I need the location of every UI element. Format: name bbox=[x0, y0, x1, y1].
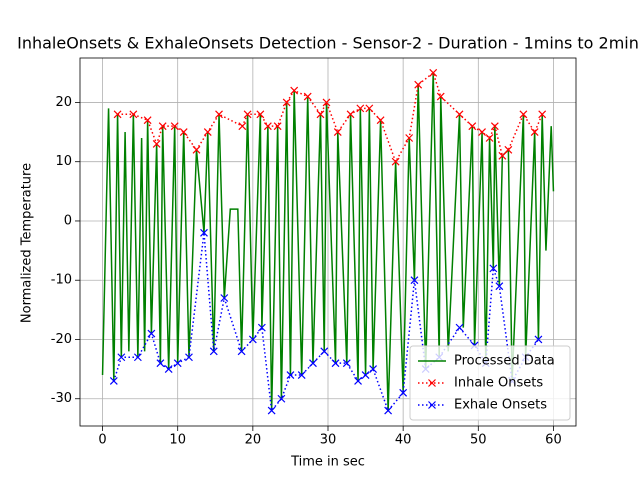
marker bbox=[534, 335, 543, 344]
chart-title: InhaleOnsets & ExhaleOnsets Detection - … bbox=[17, 34, 639, 53]
marker bbox=[495, 282, 504, 291]
y-tick-label: 10 bbox=[55, 154, 72, 169]
legend-box bbox=[409, 345, 571, 421]
marker bbox=[405, 134, 414, 142]
marker bbox=[414, 80, 423, 89]
marker bbox=[238, 122, 247, 131]
marker bbox=[399, 388, 408, 397]
marker bbox=[290, 86, 299, 95]
marker bbox=[192, 145, 201, 154]
y-axis-label: Normalized Temperature bbox=[20, 163, 35, 323]
y-tick-label: 0 bbox=[64, 213, 72, 228]
marker bbox=[156, 359, 165, 368]
marker bbox=[346, 110, 355, 119]
marker bbox=[109, 377, 118, 385]
marker bbox=[436, 92, 445, 101]
x-axis-label: Time in sec bbox=[290, 455, 365, 470]
marker bbox=[158, 122, 167, 131]
marker bbox=[369, 365, 378, 374]
marker bbox=[356, 104, 365, 113]
marker bbox=[504, 145, 513, 154]
marker bbox=[365, 104, 374, 113]
series-line bbox=[117, 71, 543, 164]
marker bbox=[429, 68, 438, 77]
marker bbox=[277, 394, 286, 403]
marker bbox=[185, 353, 193, 362]
marker bbox=[256, 110, 265, 119]
marker bbox=[129, 110, 138, 119]
marker bbox=[384, 406, 393, 415]
marker bbox=[248, 335, 257, 344]
x-tick-label: 20 bbox=[245, 433, 262, 448]
marker bbox=[485, 134, 494, 142]
marker bbox=[490, 122, 499, 131]
legend: Processed Data Inhale Onsets Exhale Onsets bbox=[409, 345, 571, 421]
marker bbox=[147, 329, 156, 338]
marker bbox=[152, 140, 161, 148]
marker bbox=[243, 110, 252, 119]
marker bbox=[286, 371, 295, 379]
plot-frame bbox=[79, 57, 577, 427]
y-tick-label: -20 bbox=[51, 332, 72, 347]
marker bbox=[468, 122, 477, 131]
marker bbox=[297, 371, 306, 379]
x-tick-label: 30 bbox=[320, 433, 337, 448]
marker bbox=[200, 228, 208, 237]
marker bbox=[478, 128, 486, 136]
marker bbox=[282, 98, 291, 107]
marker bbox=[209, 347, 218, 356]
x-tick-label: 60 bbox=[545, 433, 562, 448]
marker bbox=[410, 276, 419, 285]
marker bbox=[331, 359, 340, 368]
marker bbox=[455, 323, 464, 332]
marker bbox=[179, 128, 188, 136]
marker bbox=[361, 371, 370, 379]
x-tick-label: 0 bbox=[98, 433, 106, 448]
x-tick-label: 40 bbox=[395, 433, 412, 448]
marker bbox=[203, 128, 212, 136]
marker bbox=[376, 116, 385, 125]
marker bbox=[428, 401, 436, 409]
marker bbox=[257, 323, 266, 332]
marker bbox=[309, 359, 317, 368]
x-tick-label: 50 bbox=[470, 433, 487, 448]
marker bbox=[237, 347, 246, 356]
legend-label: Exhale Onsets bbox=[454, 398, 547, 413]
marker bbox=[117, 353, 126, 362]
marker bbox=[173, 359, 182, 368]
marker bbox=[391, 157, 400, 166]
marker bbox=[303, 92, 312, 101]
marker bbox=[498, 151, 507, 160]
marker bbox=[342, 359, 351, 368]
marker bbox=[164, 365, 173, 374]
marker bbox=[428, 379, 436, 387]
marker bbox=[455, 110, 464, 119]
marker bbox=[215, 110, 223, 119]
marker bbox=[220, 294, 229, 302]
marker bbox=[322, 98, 331, 107]
x-tick-label: 10 bbox=[169, 433, 186, 448]
marker bbox=[143, 116, 152, 125]
y-tick-label: -30 bbox=[51, 391, 72, 406]
marker bbox=[320, 347, 329, 356]
marker bbox=[170, 122, 179, 131]
marker bbox=[354, 377, 362, 385]
y-tick-label: 20 bbox=[55, 95, 72, 110]
marker bbox=[489, 264, 498, 273]
marker bbox=[316, 110, 325, 119]
marker bbox=[113, 110, 122, 119]
marker bbox=[263, 122, 272, 131]
marker bbox=[133, 353, 142, 362]
y-tick-label: -10 bbox=[51, 273, 72, 288]
marker bbox=[530, 128, 539, 136]
marker bbox=[519, 110, 528, 119]
legend-label: Processed Data bbox=[454, 354, 555, 369]
marker bbox=[333, 128, 342, 136]
marker bbox=[538, 110, 547, 119]
marker bbox=[267, 406, 276, 415]
legend-label: Inhale Onsets bbox=[454, 376, 543, 391]
marker bbox=[273, 122, 282, 131]
